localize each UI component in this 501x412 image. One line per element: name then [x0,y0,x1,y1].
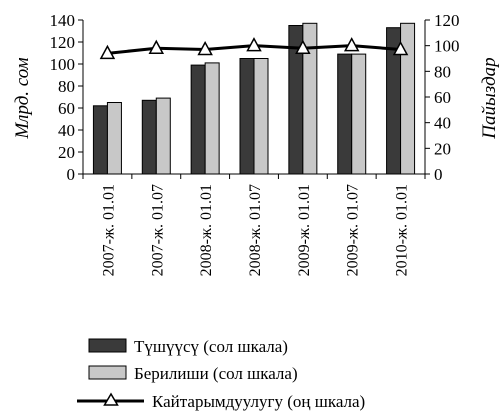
ratio-point [246,37,262,52]
left-tick-label: 0 [67,165,76,184]
right-axis-ticks: 0 20 40 60 80 100 120 [425,11,460,184]
right-axis-title: Пайыздар [479,57,500,139]
legend-marker-ratio [103,392,119,406]
right-tick-label: 60 [434,88,451,107]
ratio-point [197,40,213,56]
right-tick-label: 100 [434,37,460,56]
right-tick-label: 120 [434,11,460,30]
legend-label-outflow: Берилиши (сол шкала) [134,364,298,383]
ratio-point [295,39,311,54]
bar-inflow [190,64,206,175]
axes [82,20,426,179]
left-tick-label: 40 [58,121,75,140]
category-label: 2008-ж. 01.07 [247,184,264,276]
left-tick-label: 60 [58,99,75,118]
ratio-point [99,44,116,60]
bar-outflow [106,102,122,175]
bar-inflow [92,105,108,175]
category-labels: 2007-ж. 01.01 2007-ж. 01.07 2008-ж. 01.01 2… [100,184,410,276]
category-label: 2009-ж. 01.07 [345,184,362,276]
legend-swatch-inflow [88,338,127,353]
left-tick-label: 100 [50,55,76,74]
category-label: 2010-ж. 01.01 [394,184,411,276]
right-tick-label: 80 [434,62,451,81]
ratio-point [148,39,165,54]
ratio-point [392,40,409,56]
ratio-point [343,37,360,52]
bar-outflow [204,62,220,175]
bar-inflow [141,99,157,175]
right-tick-label: 40 [434,114,451,133]
left-tick-label: 80 [58,77,75,96]
right-tick-label: 20 [434,139,451,158]
legend-label-inflow: Түшүүсү (сол шкала) [134,337,288,356]
legend: Түшүүсү (сол шкала) Берилиши (сол шкала)… [77,337,365,411]
bar-outflow [351,53,367,175]
right-tick-label: 0 [434,165,443,184]
left-axis-title: Млрд. сом [12,57,33,139]
ratio-line [99,37,409,60]
left-tick-label: 140 [50,11,76,30]
left-tick-label: 20 [58,143,75,162]
bar-outflow [155,97,171,175]
bar-inflow [337,53,353,175]
bar-inflow [239,58,255,175]
category-label: 2009-ж. 01.01 [296,184,313,276]
category-label: 2007-ж. 01.07 [149,184,166,276]
legend-swatch-outflow [88,365,127,380]
left-tick-label: 120 [50,33,76,52]
bar-outflow [253,58,269,175]
left-axis-ticks: 0 20 40 60 80 100 120 140 [50,11,83,184]
legend-label-ratio: Кайтарымдуулугу (оң шкала) [152,392,365,411]
category-label: 2008-ж. 01.01 [198,184,215,276]
category-label: 2007-ж. 01.01 [100,184,117,276]
